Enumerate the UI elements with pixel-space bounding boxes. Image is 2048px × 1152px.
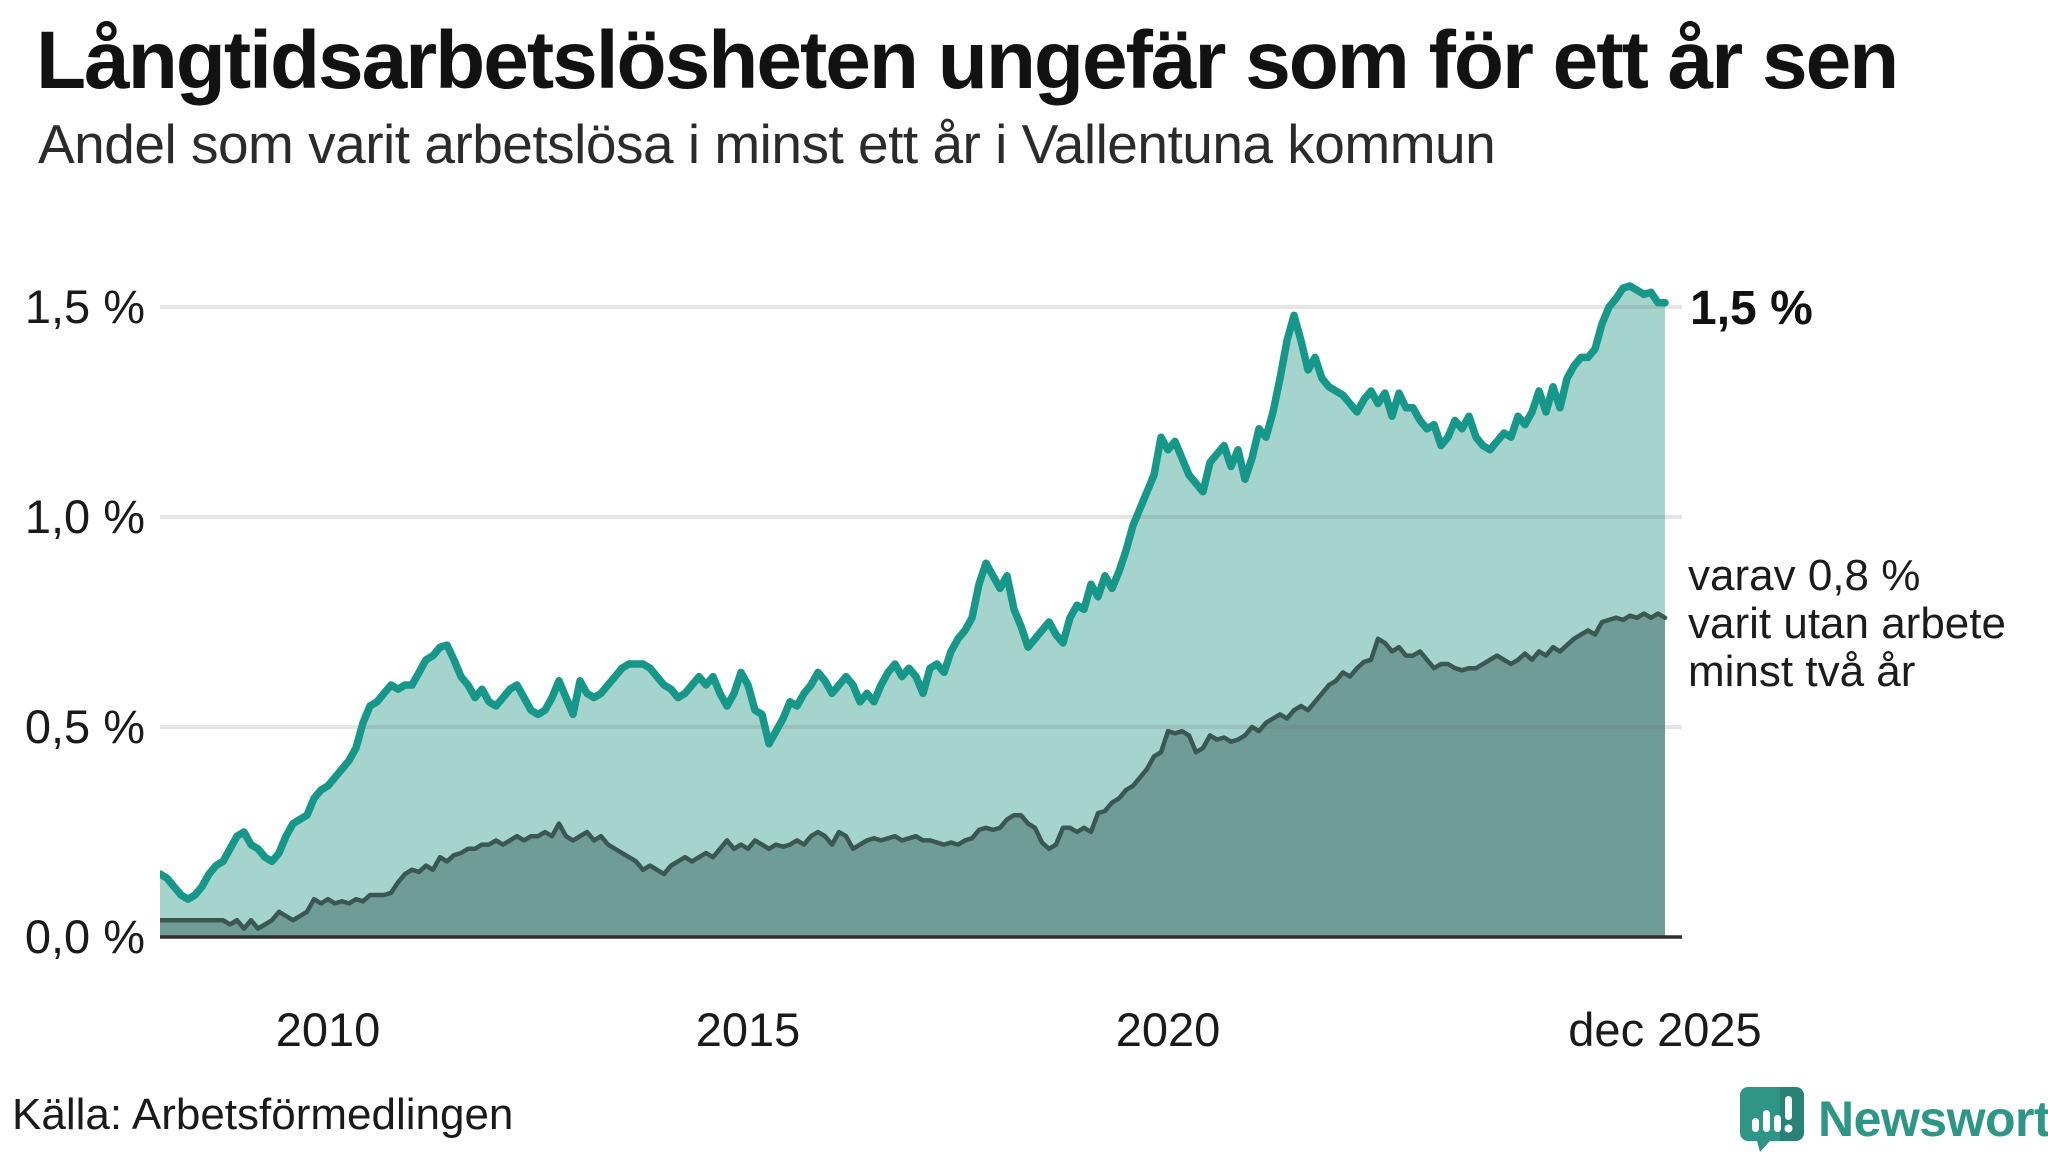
x-tick-label: 2020 xyxy=(1115,1003,1221,1056)
newsworthy-logo[interactable]: Newsworthy xyxy=(1740,1086,2048,1152)
annotation-line: minst två år xyxy=(1688,647,1916,696)
series-end-label-2yr: varav 0,8 % varit utan arbete minst två … xyxy=(1688,552,2006,696)
newsworthy-wordmark: Newsworthy xyxy=(1818,1091,2048,1147)
series-line-1yr xyxy=(160,282,1669,903)
annotation-line: varav 0,8 % xyxy=(1688,551,1921,600)
annotation-line: varit utan arbete xyxy=(1688,599,2006,648)
y-tick-label: 0,0 % xyxy=(24,910,145,963)
y-tick-label: 0,5 % xyxy=(24,700,145,753)
chart-subtitle: Andel som varit arbetslösa i minst ett å… xyxy=(38,113,1496,175)
y-tick-label: 1,5 % xyxy=(24,280,145,333)
source-caption: Källa: Arbetsförmedlingen xyxy=(12,1090,514,1139)
page-title: Långtidsarbetslösheten ungefär som för e… xyxy=(36,15,1899,106)
series-line-2yr xyxy=(160,611,1668,931)
newsworthy-logo-icon xyxy=(1740,1087,1804,1152)
x-tick-label: dec 2025 xyxy=(1568,1003,1762,1056)
series-end-label-1yr: 1,5 % xyxy=(1690,282,1813,335)
area-chart-plot xyxy=(160,282,1682,939)
area-fill-2yr xyxy=(160,613,1665,937)
x-tick-label: 2015 xyxy=(695,1003,801,1056)
y-tick-label: 1,0 % xyxy=(24,490,145,543)
x-tick-label: 2010 xyxy=(275,1003,381,1056)
